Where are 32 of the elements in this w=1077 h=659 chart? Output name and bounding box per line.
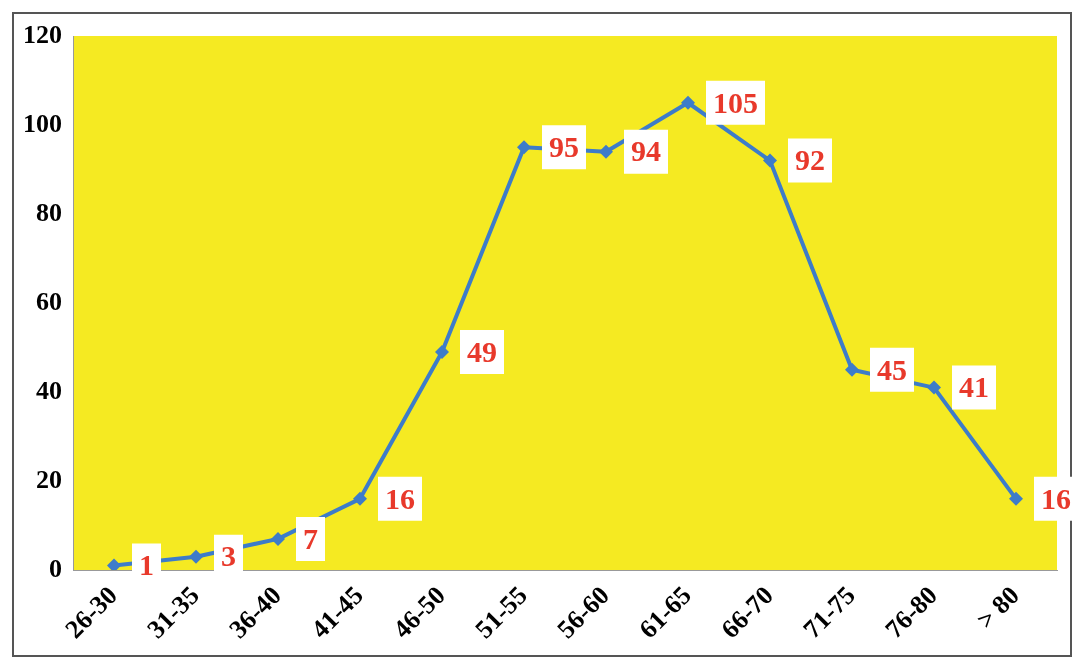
x-tick-label: > 80 (971, 580, 1025, 635)
point (271, 531, 285, 546)
y-tick-label: 100 (23, 108, 62, 138)
data-label: 45 (877, 352, 907, 386)
data-label: 105 (713, 85, 758, 119)
data-label: 41 (959, 370, 989, 404)
point (517, 140, 531, 155)
point (599, 144, 613, 159)
point (353, 491, 367, 506)
point (681, 95, 695, 110)
data-label: 3 (221, 539, 236, 573)
point (435, 344, 449, 359)
y-tick-label: 20 (36, 464, 62, 494)
data-label: 49 (467, 334, 497, 368)
y-tick-label: 40 (36, 375, 62, 405)
y-tick-label: 0 (49, 553, 62, 583)
point (845, 362, 859, 377)
data-label: 7 (303, 521, 318, 555)
data-label: 95 (549, 130, 579, 164)
y-tick-label: 60 (36, 286, 62, 316)
point (1009, 491, 1023, 506)
point (927, 380, 941, 395)
point (107, 558, 121, 571)
data-label: 16 (385, 481, 415, 515)
y-tick-label: 120 (23, 19, 62, 49)
data-label: 16 (1041, 481, 1071, 515)
data-label: 1 (139, 548, 154, 582)
point (763, 153, 777, 168)
point (189, 549, 203, 564)
y-tick-label: 80 (36, 197, 62, 227)
data-label: 92 (795, 143, 825, 177)
data-label: 94 (631, 134, 661, 168)
